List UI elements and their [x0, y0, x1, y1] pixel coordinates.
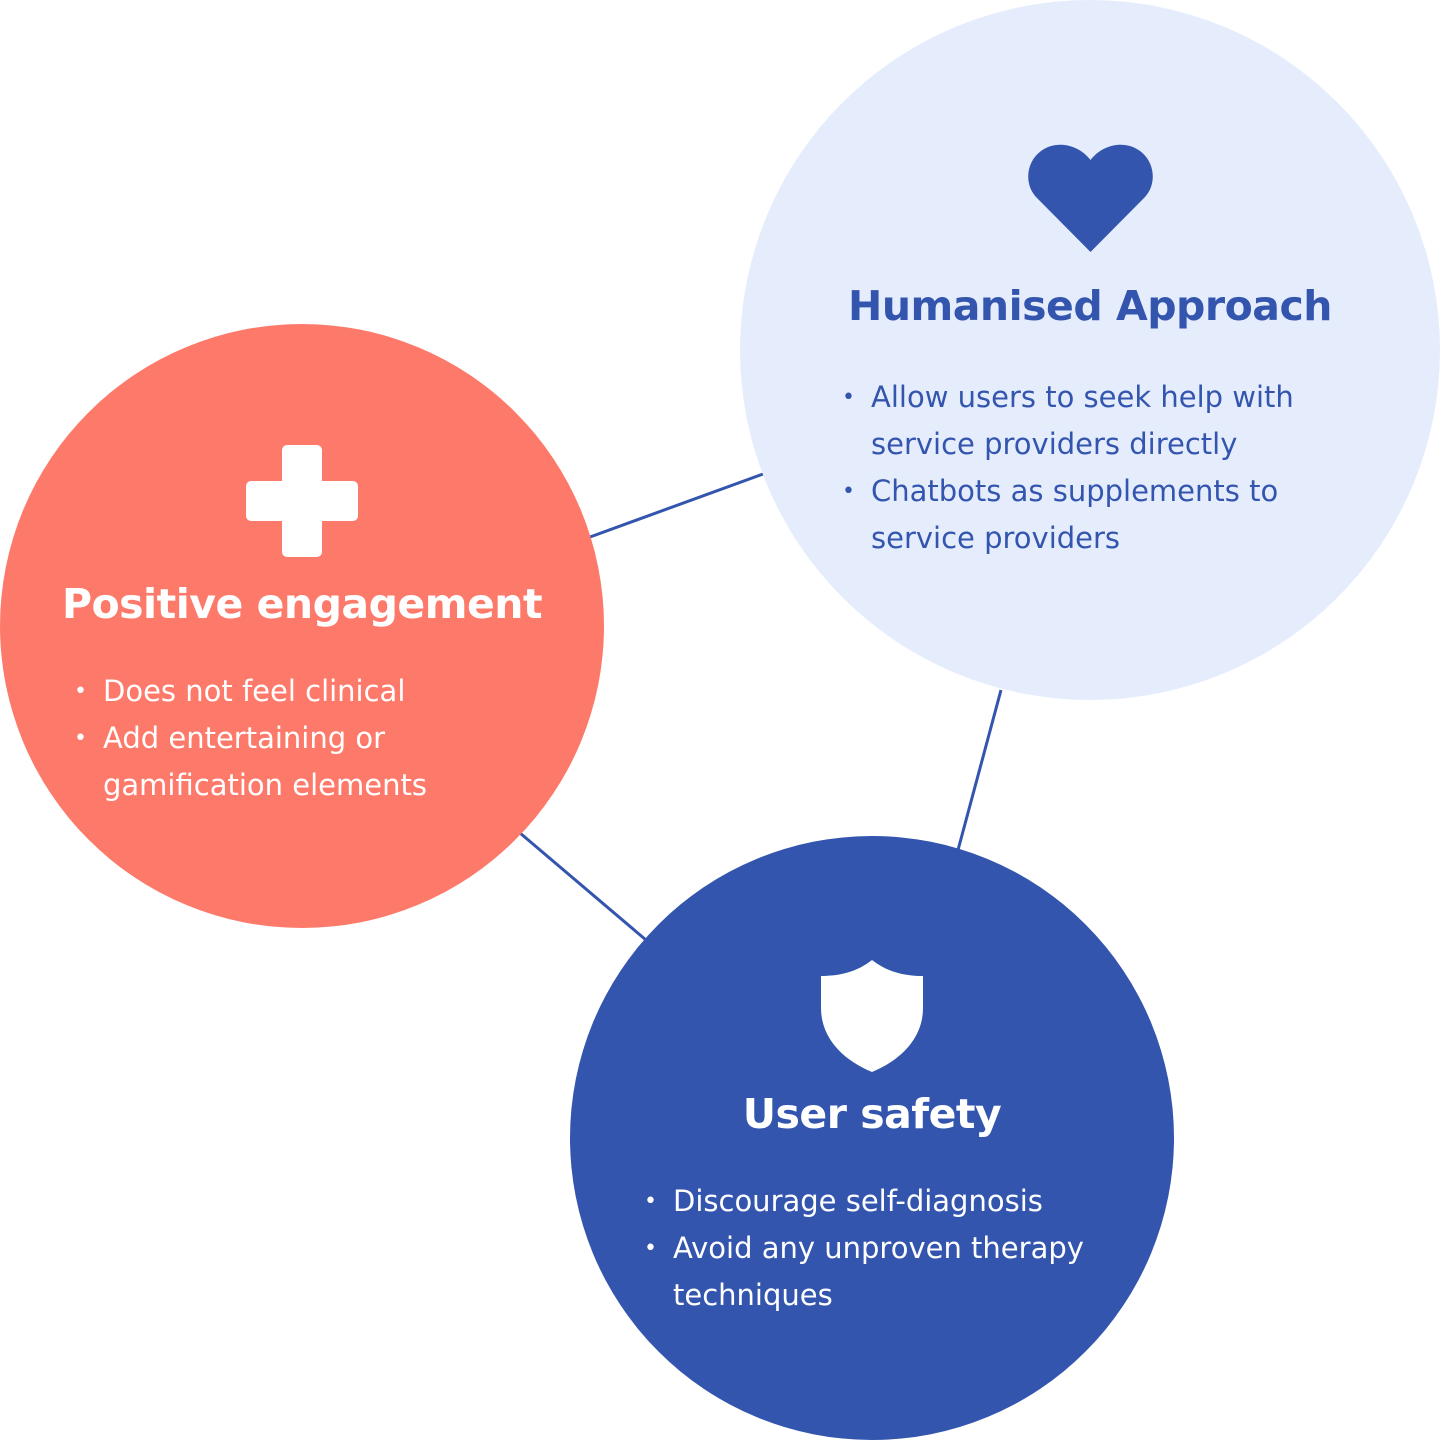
bullet-text: gamification elements	[103, 768, 427, 802]
bullet-dot: •	[842, 385, 855, 410]
shield-icon	[821, 960, 923, 1072]
engagement-circle	[0, 324, 604, 928]
bullet-text: Allow users to seek help with	[871, 380, 1294, 414]
bullet-dot: •	[74, 726, 87, 751]
bullet-item: • Avoid any unproven therapy	[642, 1225, 1084, 1272]
bullet-continuation: gamification elements	[72, 762, 427, 809]
engagement-title: Positive engagement	[61, 580, 543, 628]
bullet-dot: •	[644, 1189, 657, 1214]
engagement-bullet-list: • Does not feel clinical • Add entertainin…	[72, 668, 427, 809]
plus-icon	[246, 445, 358, 557]
bullet-continuation: service providers directly	[840, 421, 1294, 468]
bullet-item: • Does not feel clinical	[72, 668, 427, 715]
bullet-continuation: service providers	[840, 515, 1294, 562]
humanised-circle	[740, 0, 1440, 700]
bullet-text: Discourage self-diagnosis	[673, 1184, 1043, 1218]
bullet-item: • Add entertaining or	[72, 715, 427, 762]
bullet-dot: •	[842, 479, 855, 504]
connector-humanised-safety	[956, 689, 1003, 851]
bullet-item: • Chatbots as supplements to	[840, 468, 1294, 515]
humanised-title: Humanised Approach	[848, 282, 1332, 330]
bullet-text: service providers	[871, 521, 1121, 555]
safety-circle	[570, 836, 1174, 1440]
bullet-continuation: techniques	[642, 1272, 1084, 1319]
bullet-text: techniques	[673, 1278, 833, 1312]
humanised-bullet-list: • Allow users to seek help with service p…	[840, 374, 1294, 562]
bullet-text: Chatbots as supplements to	[871, 474, 1279, 508]
bullet-dot: •	[74, 679, 87, 704]
heart-icon	[1028, 144, 1153, 252]
bullet-text: Add entertaining or	[103, 721, 386, 755]
bullet-item: • Allow users to seek help with	[840, 374, 1294, 421]
bullet-dot: •	[644, 1236, 657, 1261]
bullet-text: Avoid any unproven therapy	[673, 1231, 1084, 1265]
safety-bullet-list: • Discourage self-diagnosis • Avoid any un…	[642, 1178, 1084, 1319]
connector-engagement-safety	[519, 831, 647, 942]
connector-engagement-humanised	[589, 472, 764, 539]
safety-title: User safety	[742, 1090, 1002, 1138]
bullet-item: • Discourage self-diagnosis	[642, 1178, 1084, 1225]
bullet-text: service providers directly	[871, 427, 1238, 461]
bullet-text: Does not feel clinical	[103, 674, 406, 708]
